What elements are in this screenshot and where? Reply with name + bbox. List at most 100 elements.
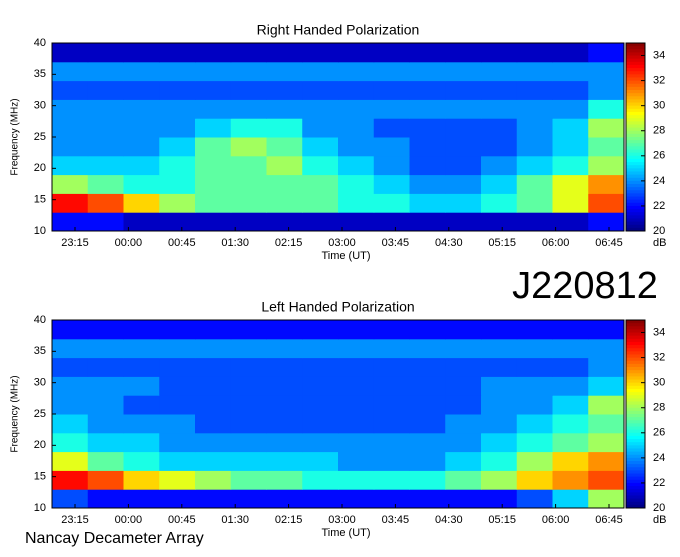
colorbar-swatch [626,224,645,229]
x-tick-label: 23:15 [61,514,89,526]
colorbar-swatch [626,174,645,179]
heatmap-cell [159,212,196,232]
heatmap-cell [445,489,482,509]
colorbar-swatch [626,61,645,66]
heatmap-cell [481,395,518,415]
colorbar-swatch [626,46,645,50]
heatmap-cell [552,43,589,63]
colorbar-swatch [626,80,645,85]
colorbar-swatch [626,158,645,163]
heatmap-cell [87,451,124,471]
heatmap-cell [87,174,124,194]
heatmap-cell [552,174,589,194]
heatmap-cell [409,155,446,176]
y-tick-label: 30 [34,377,46,389]
heatmap-cell [52,470,89,490]
colorbar-swatch [626,354,645,359]
heatmap-cell [409,99,446,119]
heatmap-cell [52,395,89,415]
colorbar-swatch [626,215,645,219]
heatmap-cell [123,470,160,490]
heatmap-cell [87,193,124,213]
x-tick-label: 02:15 [275,237,303,249]
heatmap-cell [230,99,267,119]
heatmap-cell [516,376,553,396]
heatmap-cell [159,43,196,63]
heatmap-cell [552,193,589,213]
colorbar-swatch [626,388,645,393]
colorbar-swatch [626,205,645,210]
heatmap-cell [373,320,410,340]
colorbar-swatch [626,476,645,481]
colorbar-swatch [626,221,645,226]
heatmap-cell [266,432,303,453]
observation-id: J220812 [512,265,658,307]
heatmap-cell [123,395,160,415]
heatmap-cell [195,338,232,359]
heatmap-cell [87,320,124,340]
heatmap-cell [409,174,446,194]
heatmap-cell [195,451,232,471]
colorbar-swatch [626,218,645,223]
heatmap-cell [87,137,124,157]
heatmap-cell [87,470,124,490]
colorbar-frame [625,42,646,232]
colorbar-swatch [626,55,645,60]
heatmap-cell [266,193,303,213]
colorbar-swatch [626,439,645,443]
heatmap-cell [588,80,625,100]
heatmap-cell [302,489,339,509]
heatmap-cell [266,320,303,340]
heatmap-cell [338,357,375,377]
heatmap-cell [409,43,446,63]
heatmap-cell [230,193,267,213]
heatmap-cell [516,320,553,340]
heatmap-cell [230,174,267,194]
heatmap-cell [516,395,553,415]
heatmap-cell [552,432,589,453]
heatmap-cell [159,61,196,82]
colorbar-frame [625,319,646,509]
colorbar-swatch [626,370,645,374]
heatmap-cell [266,414,303,434]
colorbar-swatch [626,202,645,207]
heatmap-cell [588,61,625,82]
x-axis-label: Time (UT) [321,527,370,539]
heatmap-cell [588,212,625,232]
heatmap-cell [87,155,124,176]
colorbar-swatch [626,165,645,169]
heatmap-cell [373,414,410,434]
colorbar-swatch [626,489,645,493]
colorbar-swatch [626,429,645,434]
heatmap-cell [123,451,160,471]
heatmap-cell [230,80,267,100]
heatmap-cell [481,212,518,232]
heatmap-cell [445,99,482,119]
heatmap-cell [552,320,589,340]
colorbar-swatch [626,99,645,104]
heatmap-cell [230,320,267,340]
heatmap-cell [159,451,196,471]
heatmap-cell [159,155,196,176]
colorbar-swatch [626,137,645,141]
colorbar-swatch [626,133,645,138]
heatmap-cell [445,118,482,138]
heatmap-cell [195,61,232,82]
heatmap-cell [87,118,124,138]
colorbar-swatch [626,149,645,154]
heatmap-cell [123,193,160,213]
heatmap-cell [588,489,625,509]
heatmap-cell [373,118,410,138]
heatmap-cell [195,320,232,340]
heatmap-cell [123,320,160,340]
heatmap-cell [552,489,589,509]
heatmap-cell [552,338,589,359]
heatmap-cell [195,357,232,377]
colorbar-swatch [626,121,645,125]
heatmap-cell [481,320,518,340]
colorbar-swatch [626,209,645,213]
heatmap-cell [266,137,303,157]
x-tick-label: 06:00 [542,514,570,526]
heatmap-cell [409,118,446,138]
heatmap-cell [481,155,518,176]
